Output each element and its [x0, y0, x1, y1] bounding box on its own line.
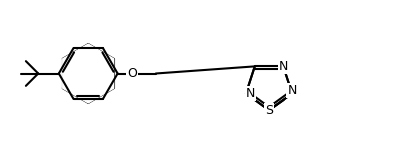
Text: S: S: [265, 104, 273, 117]
Text: O: O: [127, 67, 137, 80]
Text: N: N: [246, 87, 255, 100]
Text: N: N: [279, 60, 288, 73]
Text: N: N: [287, 84, 297, 97]
Polygon shape: [63, 44, 114, 103]
